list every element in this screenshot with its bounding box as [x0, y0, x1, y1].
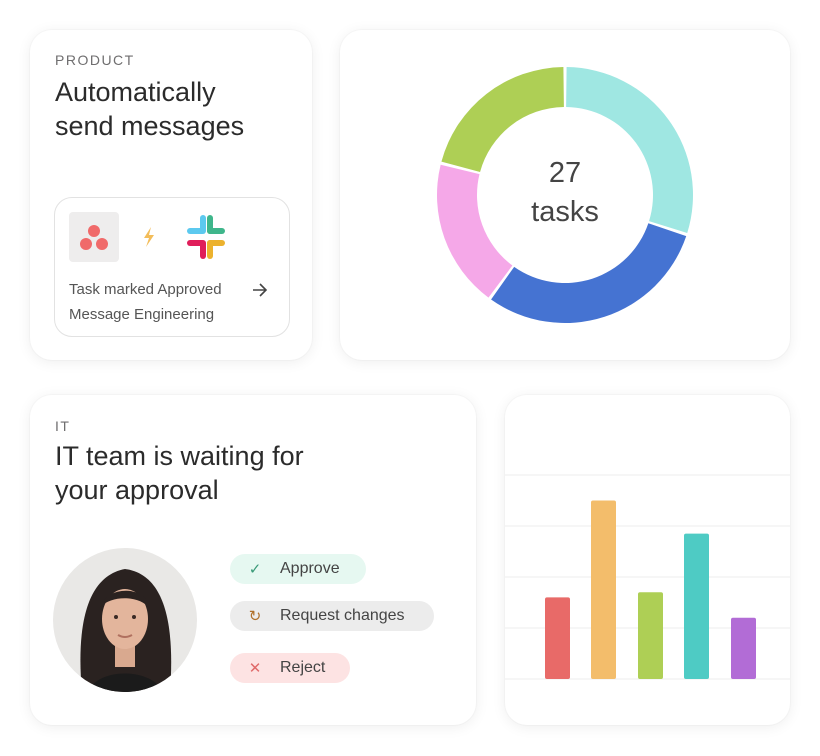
reject-button[interactable]: ✕ Reject [230, 653, 350, 683]
bar [591, 500, 616, 679]
check-icon: ✓ [248, 561, 262, 578]
product-title-line1: Automatically [55, 77, 216, 107]
donut-segment [437, 164, 513, 298]
donut-segment [491, 223, 687, 323]
product-title: Automatically send messages [55, 75, 244, 143]
refresh-icon: ↻ [248, 608, 262, 625]
bar [731, 617, 756, 679]
lightning-icon [144, 227, 154, 247]
donut-center-number: 27 [548, 157, 582, 189]
action-label: Reject [280, 659, 326, 676]
bar [545, 597, 570, 679]
bar [638, 592, 663, 679]
donut-chart [437, 67, 693, 323]
product-card: PRODUCT Automatically send messages Task… [30, 30, 312, 360]
integration-card[interactable]: Task marked Approved Message Engineering [54, 197, 290, 337]
bar [684, 533, 709, 679]
donut-segment [441, 67, 564, 173]
asana-logo-icon [69, 212, 119, 262]
action-label: Request changes [280, 607, 405, 624]
donut-segment [566, 67, 693, 234]
slack-logo-icon [187, 215, 225, 259]
approve-button[interactable]: ✓ Approve [230, 554, 366, 584]
donut-card: 27 tasks [340, 30, 790, 360]
avatar [53, 548, 197, 692]
it-title: IT team is waiting for your approval [55, 439, 304, 507]
product-title-line2: send messages [55, 111, 245, 141]
request-changes-button[interactable]: ↻ Request changes [230, 601, 434, 631]
x-icon: ✕ [248, 660, 262, 677]
it-approval-card: IT IT team is waiting for your approval … [30, 395, 476, 725]
it-title-line2: your approval [55, 475, 219, 505]
arrow-right-icon[interactable] [251, 282, 269, 298]
bar-chart-card [505, 395, 790, 725]
it-title-line1: IT team is waiting for [55, 441, 304, 471]
integration-action: Message Engineering [69, 306, 215, 323]
bar-chart [505, 474, 790, 680]
it-eyebrow: IT [55, 418, 71, 434]
donut-center-label: tasks [531, 196, 599, 228]
action-label: Approve [280, 560, 340, 577]
product-eyebrow: PRODUCT [55, 52, 135, 68]
integration-trigger: Task marked Approved [69, 281, 222, 298]
